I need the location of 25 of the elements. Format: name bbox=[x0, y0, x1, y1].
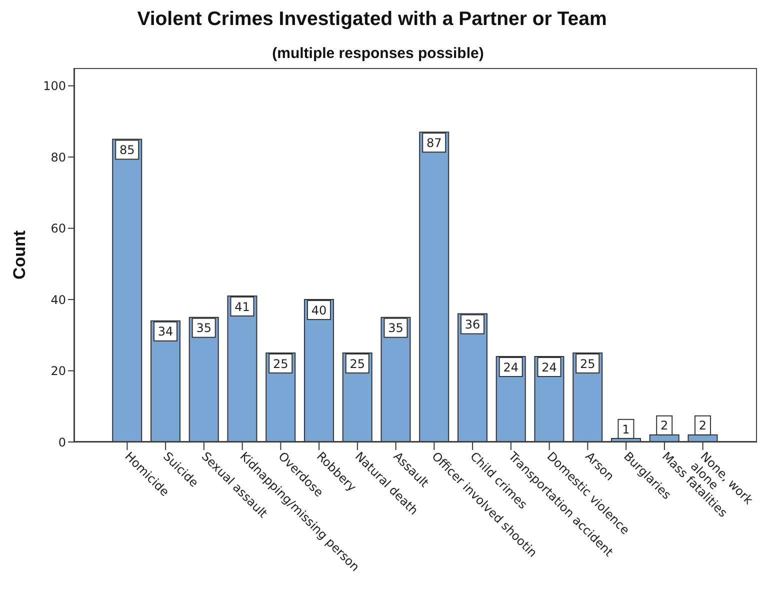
data-label: 36 bbox=[464, 318, 480, 332]
y-tick-label: 20 bbox=[50, 364, 66, 378]
chart-title: Violent Crimes Investigated with a Partner or Team bbox=[136, 8, 608, 31]
data-label: 40 bbox=[311, 303, 327, 318]
data-label: 35 bbox=[196, 321, 212, 336]
data-label: 1 bbox=[622, 422, 630, 436]
data-label: 41 bbox=[234, 300, 250, 314]
data-label: 25 bbox=[580, 356, 596, 371]
data-label: 24 bbox=[542, 360, 557, 374]
y-tick-label: 80 bbox=[50, 150, 66, 164]
chart-subtitle: (multiple responses possible) bbox=[271, 45, 485, 62]
y-tick-label: 100 bbox=[43, 79, 66, 94]
y-axis-title: Count bbox=[10, 230, 30, 280]
data-label: 25 bbox=[350, 356, 365, 371]
data-label: 2 bbox=[698, 418, 707, 433]
data-label: 34 bbox=[158, 324, 174, 339]
data-label: 2 bbox=[660, 418, 668, 433]
y-tick-label: 60 bbox=[50, 222, 66, 236]
data-label: 35 bbox=[388, 321, 404, 336]
data-label: 25 bbox=[272, 356, 288, 371]
data-label: 24 bbox=[503, 360, 518, 374]
y-tick-label: 0 bbox=[58, 435, 66, 450]
y-tick-label: 40 bbox=[50, 292, 66, 307]
data-label: 85 bbox=[119, 143, 135, 158]
data-label: 87 bbox=[426, 136, 442, 150]
